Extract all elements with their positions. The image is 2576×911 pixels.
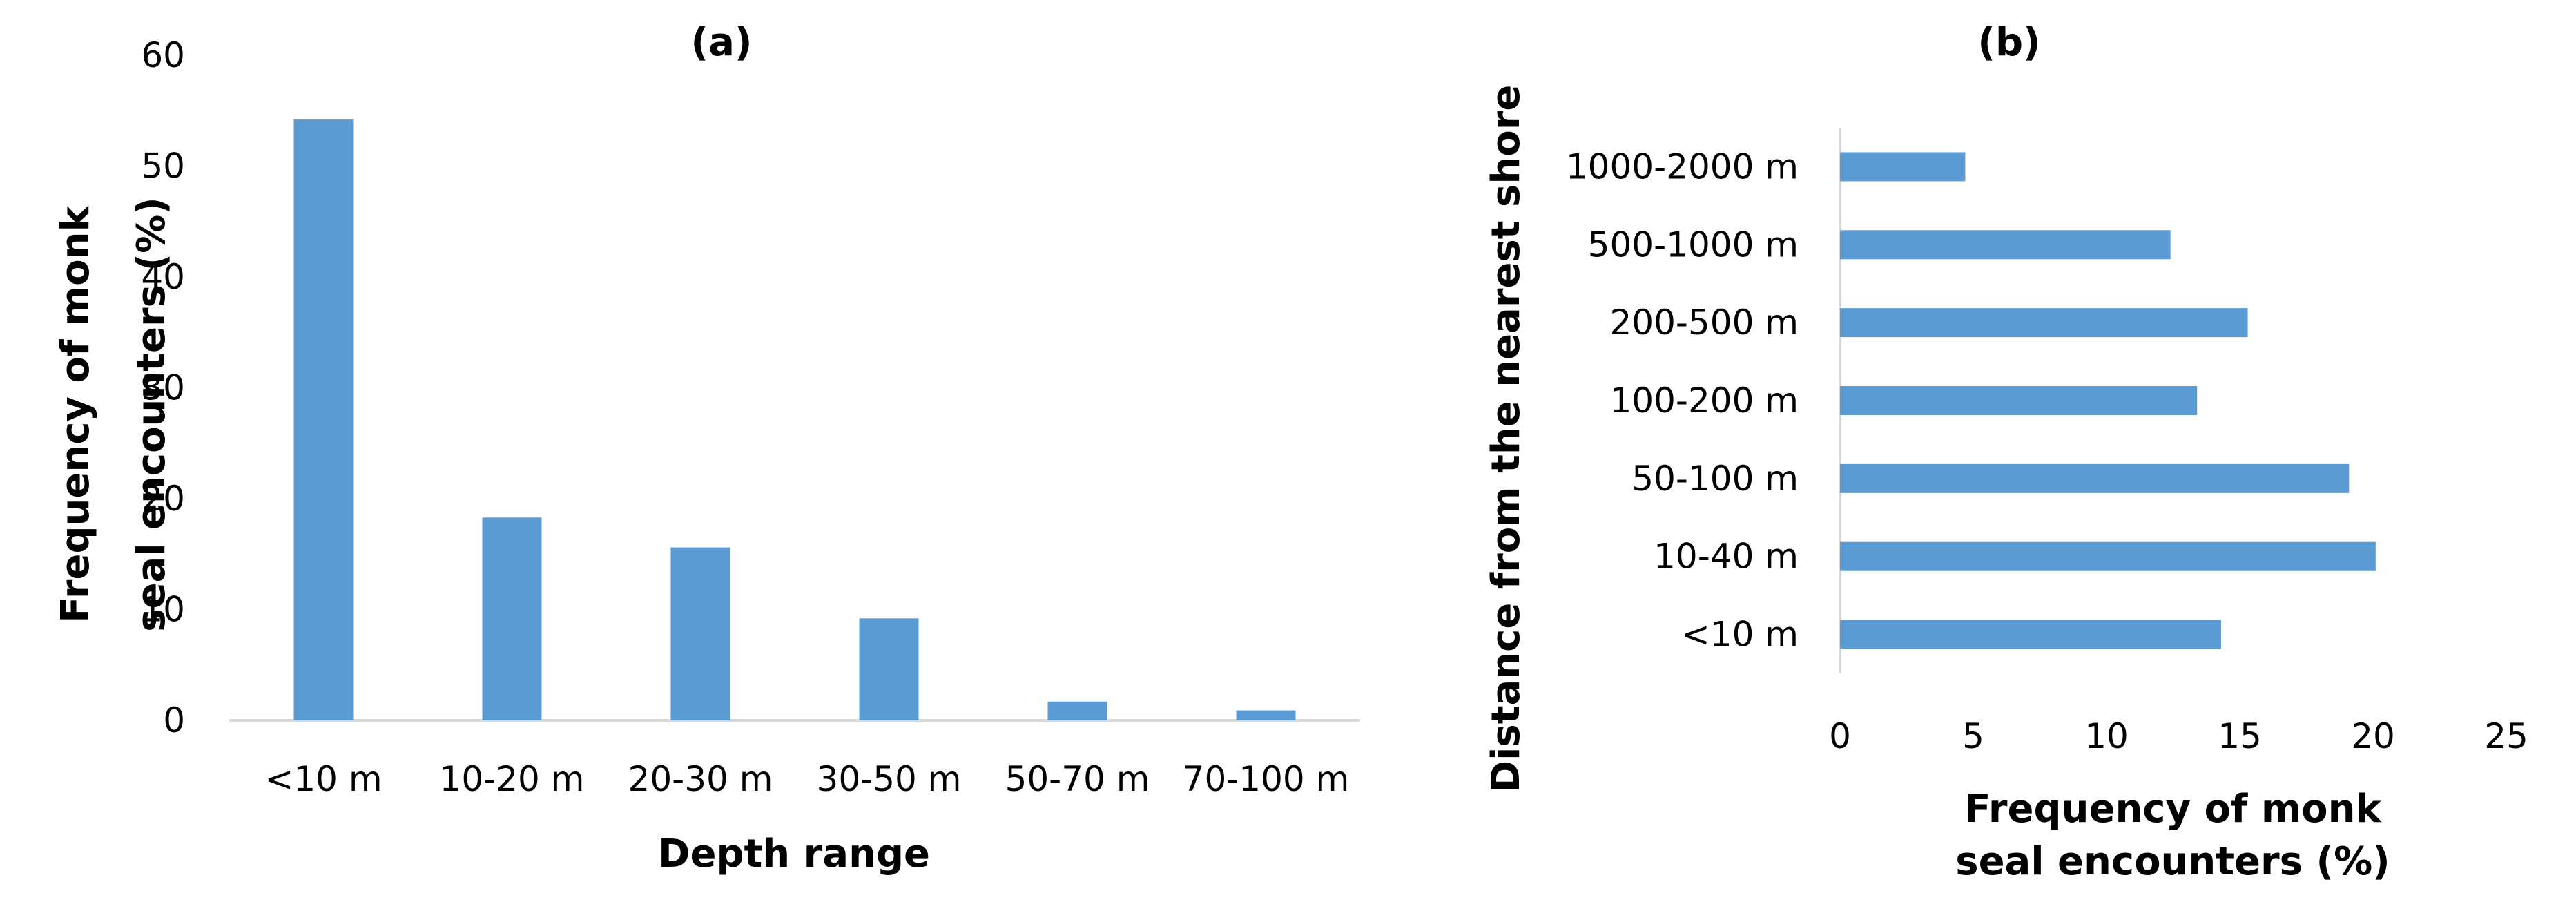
panel-b-x-tick-label: 5 xyxy=(1962,716,1984,756)
panel-a-x-tick-label: 50-70 m xyxy=(1005,759,1150,799)
panel-b-bar xyxy=(1840,308,2248,338)
panel-a-y-tick-label: 50 xyxy=(141,146,185,186)
panel-a-title: (a) xyxy=(691,20,753,65)
panel-a-bar xyxy=(859,618,919,720)
panel-b-x-tick-label: 25 xyxy=(2484,716,2528,756)
panel-a-y-tick-label: 30 xyxy=(141,368,185,408)
panel-a-bars xyxy=(293,119,1296,721)
panel-b-x-tick-label: 0 xyxy=(1829,716,1851,756)
panel-a-y-axis-title: Frequency of monk seal encounters (%) xyxy=(53,197,174,632)
panel-a-x-tick-label: 20-30 m xyxy=(628,759,773,799)
panel-b-x-tick-labels: 0 5 10 15 20 25 xyxy=(1829,716,2528,756)
panel-a-y-tick-label: 40 xyxy=(141,257,185,297)
panel-b: (b) <10 m 10-40 m 50-100 m 100-200 m 200-500… xyxy=(1484,20,2528,884)
panel-a-bar xyxy=(1236,710,1296,720)
panel-a-x-axis-title: Depth range xyxy=(658,832,930,876)
panel-b-title: (b) xyxy=(1977,20,2040,65)
panel-a: (a) 0 10 20 30 40 50 60 <10 m 10-20 m 20-30 m 30-… xyxy=(53,20,1360,876)
panel-a-y-tick-label: 20 xyxy=(141,479,185,519)
panel-a-x-tick-label: 70-100 m xyxy=(1183,759,1350,799)
panel-a-bar xyxy=(482,517,542,720)
panel-b-x-axis-title: Frequency of monk seal encounters (%) xyxy=(1955,787,2390,884)
panel-b-y-tick-label: 100-200 m xyxy=(1609,381,1799,421)
panel-b-y-tick-label: 1000-2000 m xyxy=(1566,146,1799,186)
panel-b-y-tick-label: 50-100 m xyxy=(1631,459,1799,499)
panel-b-bar xyxy=(1840,230,2171,260)
panel-b-bar xyxy=(1840,386,2198,415)
panel-a-y-tick-label: 0 xyxy=(163,700,185,740)
panel-b-y-tick-label: <10 m xyxy=(1681,615,1799,655)
panel-a-y-tick-labels: 0 10 20 30 40 50 60 xyxy=(141,35,185,740)
panel-b-y-tick-label: 10-40 m xyxy=(1654,537,1799,577)
panel-b-y-tick-label: 500-1000 m xyxy=(1588,224,1799,265)
panel-b-bar xyxy=(1840,620,2221,649)
panel-a-y-tick-label: 10 xyxy=(141,590,185,630)
panel-b-y-tick-label: 200-500 m xyxy=(1609,303,1799,343)
panel-b-x-tick-label: 10 xyxy=(2084,716,2129,756)
panel-a-y-tick-label: 60 xyxy=(141,35,185,75)
panel-a-bar xyxy=(1047,701,1107,720)
panel-b-bar xyxy=(1840,541,2376,571)
panel-b-y-tick-labels: <10 m 10-40 m 50-100 m 100-200 m 200-500 m 50… xyxy=(1566,146,1799,654)
panel-b-y-axis-title: Distance from the nearest shore xyxy=(1484,85,1529,793)
panel-b-bar xyxy=(1840,463,2350,493)
panel-b-bar xyxy=(1840,152,1966,182)
panel-a-x-tick-label: <10 m xyxy=(264,759,382,799)
panel-b-x-tick-label: 20 xyxy=(2351,716,2395,756)
panel-a-bar xyxy=(293,119,354,721)
panel-a-x-tick-label: 10-20 m xyxy=(440,759,585,799)
panel-b-x-tick-label: 15 xyxy=(2218,716,2262,756)
panel-b-bars xyxy=(1840,152,2376,649)
panel-a-bar xyxy=(670,547,730,720)
panel-a-x-tick-labels: <10 m 10-20 m 20-30 m 30-50 m 50-70 m 70-100 … xyxy=(264,759,1349,799)
panel-a-x-tick-label: 30-50 m xyxy=(817,759,962,799)
